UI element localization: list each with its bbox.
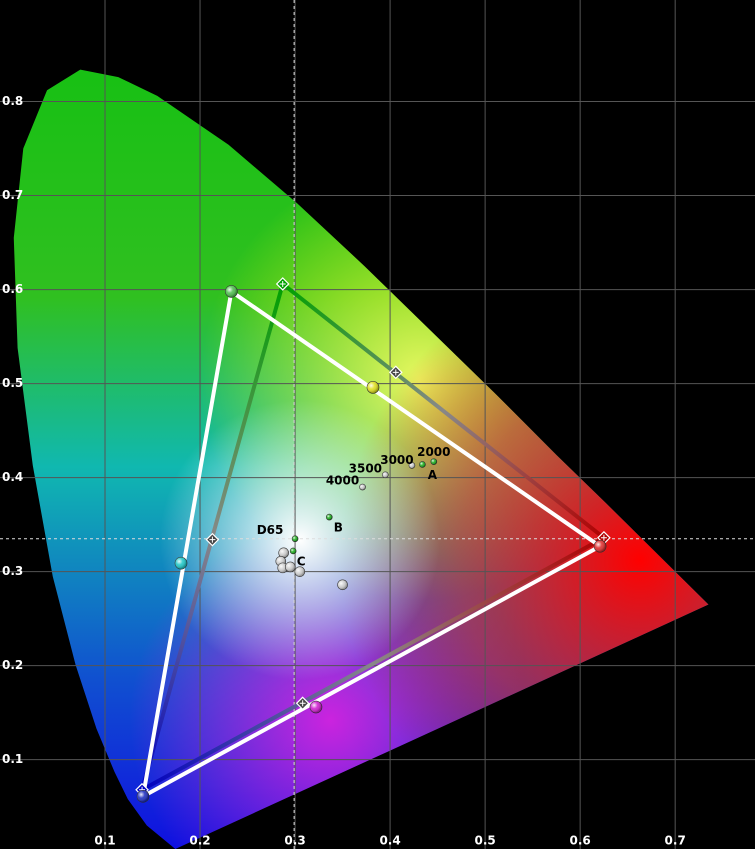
x-tick-label: 0.4: [379, 834, 400, 848]
marker-shine: [277, 562, 288, 573]
reference-point-label: 4000: [326, 474, 359, 488]
y-tick-label: 0.6: [2, 282, 23, 296]
marker-shine: [290, 547, 297, 554]
marker-shine: [285, 561, 296, 572]
target-cross: [299, 700, 306, 707]
y-tick-label: 0.7: [2, 188, 23, 202]
x-tick-label: 0.2: [189, 834, 210, 848]
marker-shine: [309, 701, 322, 714]
marker-shine: [408, 462, 415, 469]
x-tick-label: 0.7: [665, 834, 686, 848]
y-tick-label: 0.8: [2, 94, 23, 108]
y-tick-label: 0.2: [2, 658, 23, 672]
x-tick-label: 0.5: [474, 834, 495, 848]
y-tick-label: 0.3: [2, 564, 23, 578]
marker-shine: [382, 471, 389, 478]
measured-gamut: [141, 289, 603, 799]
y-tick-label: 0.1: [2, 752, 23, 766]
y-tick-label: 0.4: [2, 470, 23, 484]
marker-shine: [175, 557, 188, 570]
marker-shine: [594, 540, 607, 553]
x-tick-label: 0.6: [570, 834, 591, 848]
y-tick-label: 0.5: [2, 376, 23, 390]
reference-point-label: 2000: [417, 445, 450, 459]
marker-shine: [366, 381, 379, 394]
target-cross: [209, 536, 216, 543]
marker-shine: [294, 566, 305, 577]
reference-point-label: D65: [257, 523, 284, 537]
x-tick-label: 0.3: [284, 834, 305, 848]
reference-point-label: 3000: [380, 453, 413, 467]
marker-shine: [430, 458, 437, 465]
marker-shine: [292, 535, 299, 542]
marker-shine: [419, 461, 426, 468]
marker-shine: [326, 514, 333, 521]
reference-point-label: B: [334, 521, 343, 535]
x-tick-label: 0.1: [94, 834, 115, 848]
marker-shine: [278, 547, 289, 558]
reference-point-label: 3500: [349, 461, 382, 475]
reference-edge: [281, 282, 606, 540]
target-cross: [279, 280, 286, 287]
target-cross: [392, 369, 399, 376]
marker-shine: [225, 285, 238, 298]
marker-shine: [337, 579, 348, 590]
reference-point-label: C: [297, 554, 306, 568]
target-cross: [600, 534, 607, 541]
reference-point-label: A: [428, 468, 438, 482]
marker-shine: [137, 790, 150, 803]
marker-shine: [359, 484, 366, 491]
reference-edge: [141, 536, 605, 792]
